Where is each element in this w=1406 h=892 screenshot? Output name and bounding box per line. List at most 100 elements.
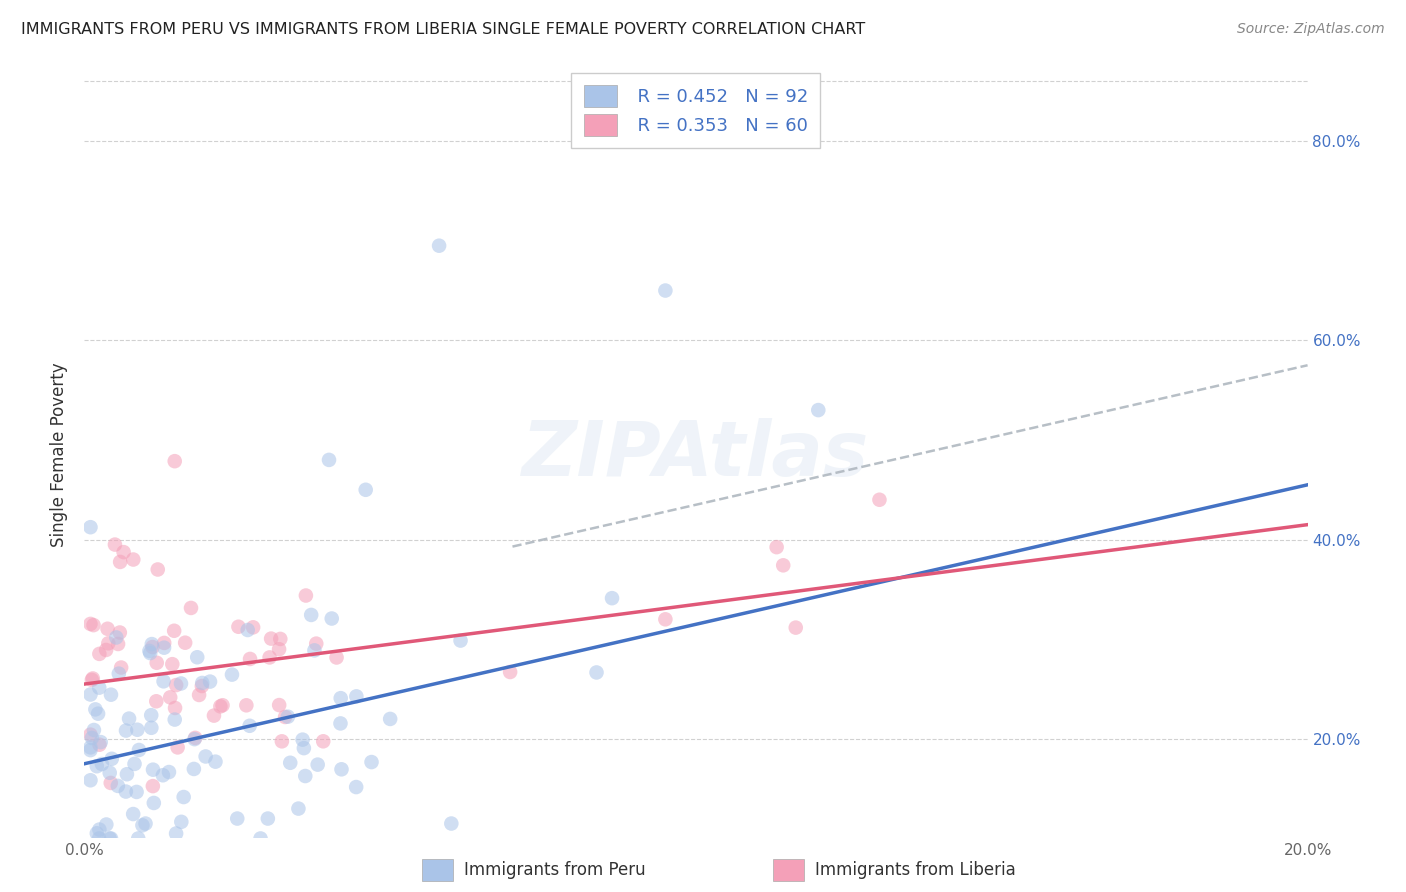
Point <box>427 238 450 252</box>
Point <box>278 756 301 770</box>
Point <box>188 688 211 702</box>
Point <box>226 812 249 826</box>
Point <box>79 520 101 534</box>
Point <box>174 636 197 650</box>
Point <box>110 660 132 674</box>
Point <box>202 708 225 723</box>
Point <box>291 732 314 747</box>
Point <box>194 749 217 764</box>
Point <box>325 650 347 665</box>
Point <box>79 743 101 757</box>
Point <box>321 611 343 625</box>
Point <box>82 672 104 686</box>
Point <box>191 676 214 690</box>
Point <box>292 741 315 756</box>
Point <box>239 719 262 733</box>
Point <box>163 701 186 715</box>
Point <box>105 631 128 645</box>
Point <box>170 676 193 690</box>
Point <box>142 779 165 793</box>
Point <box>330 762 353 776</box>
Point <box>239 652 262 666</box>
Point <box>221 667 243 681</box>
Point <box>89 822 111 837</box>
Point <box>299 607 322 622</box>
Point <box>269 698 291 712</box>
Point <box>173 790 195 805</box>
Point <box>260 632 283 646</box>
Point <box>115 723 138 738</box>
Point <box>807 403 830 417</box>
Point <box>90 735 112 749</box>
Point <box>440 816 463 830</box>
Point <box>142 796 165 810</box>
Point <box>499 665 522 679</box>
Point <box>98 765 121 780</box>
Point <box>153 636 176 650</box>
Point <box>79 728 101 742</box>
Point <box>141 721 163 735</box>
Point <box>152 768 174 782</box>
Point <box>80 731 103 745</box>
Point <box>83 618 105 632</box>
Point <box>141 637 163 651</box>
Point <box>209 699 232 714</box>
Point <box>118 712 141 726</box>
Point <box>344 690 367 704</box>
Point <box>79 688 101 702</box>
Point <box>94 643 117 657</box>
Text: Immigrants from Liberia: Immigrants from Liberia <box>815 861 1017 880</box>
Point <box>79 773 101 788</box>
Point <box>183 732 205 747</box>
Point <box>236 623 259 637</box>
Point <box>277 709 299 723</box>
Point <box>274 710 297 724</box>
Point <box>89 647 111 661</box>
Point <box>122 807 145 822</box>
Point <box>180 601 202 615</box>
Point <box>89 681 111 695</box>
Bar <box>773 859 804 881</box>
Text: IMMIGRANTS FROM PERU VS IMMIGRANTS FROM LIBERIA SINGLE FEMALE POVERTY CORRELATIO: IMMIGRANTS FROM PERU VS IMMIGRANTS FROM … <box>21 22 865 37</box>
Point <box>380 712 402 726</box>
Text: ZIPAtlas: ZIPAtlas <box>522 418 870 491</box>
Point <box>159 690 181 705</box>
Point <box>86 759 108 773</box>
Point <box>344 780 367 794</box>
Point <box>450 633 472 648</box>
Point <box>89 738 111 752</box>
Point <box>138 644 160 658</box>
Point <box>257 812 280 826</box>
Point <box>267 642 290 657</box>
Point <box>145 656 167 670</box>
Point <box>127 723 149 737</box>
Point <box>163 713 186 727</box>
Point <box>100 831 122 846</box>
Point <box>765 540 787 554</box>
Point <box>96 817 118 831</box>
Point <box>184 731 207 745</box>
Point <box>108 625 131 640</box>
Point <box>125 785 148 799</box>
Point <box>269 632 291 646</box>
Point <box>141 708 163 723</box>
Point <box>97 636 120 650</box>
Point <box>146 562 169 576</box>
Bar <box>422 859 453 881</box>
Point <box>80 673 103 687</box>
Point <box>86 826 108 840</box>
Point <box>242 620 264 634</box>
Point <box>107 779 129 793</box>
Point <box>305 637 328 651</box>
Point <box>90 757 112 772</box>
Point <box>191 679 214 693</box>
Point <box>112 545 135 559</box>
Point <box>162 657 184 672</box>
Point <box>307 757 329 772</box>
Point <box>122 552 145 566</box>
Point <box>135 816 157 830</box>
Point <box>585 665 607 680</box>
Point <box>198 674 221 689</box>
Point <box>127 831 149 846</box>
Point <box>145 694 167 708</box>
